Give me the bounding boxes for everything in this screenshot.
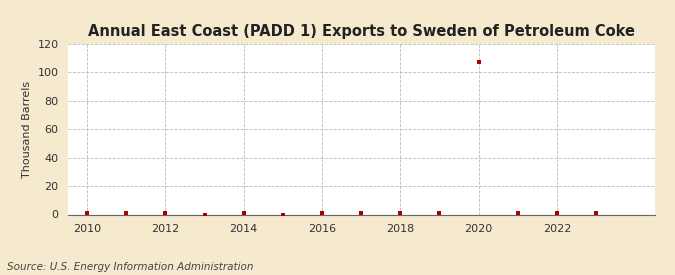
Point [551,211,562,215]
Point [121,211,132,215]
Point [591,211,601,215]
Point [317,211,327,215]
Point [82,211,92,215]
Text: Source: U.S. Energy Information Administration: Source: U.S. Energy Information Administ… [7,262,253,272]
Point [199,212,210,217]
Point [277,212,288,217]
Point [395,211,406,215]
Title: Annual East Coast (PADD 1) Exports to Sweden of Petroleum Coke: Annual East Coast (PADD 1) Exports to Sw… [88,24,634,39]
Point [356,211,367,215]
Point [434,211,445,215]
Point [512,211,523,215]
Point [160,211,171,215]
Point [473,60,484,65]
Point [238,211,249,215]
Y-axis label: Thousand Barrels: Thousand Barrels [22,81,32,178]
